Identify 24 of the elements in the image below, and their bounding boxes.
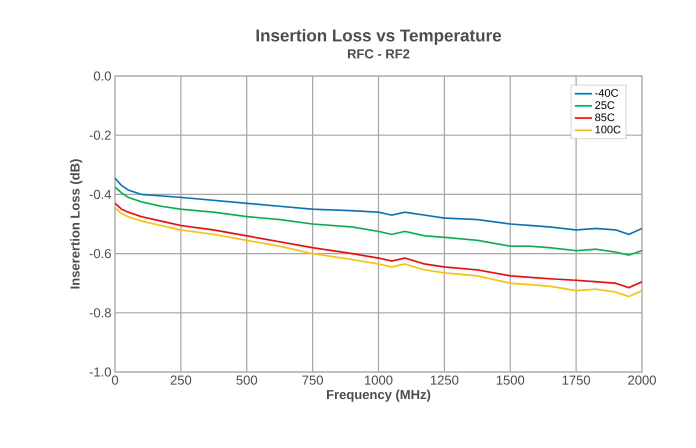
legend-label: -40C — [595, 89, 618, 97]
line-series — [115, 186, 642, 256]
y-tick-label: 0.0 — [94, 71, 111, 81]
x-tick-label: 2000 — [628, 376, 656, 385]
x-axis-title: Frequency (MHz) — [327, 390, 430, 402]
x-tick-label: 1250 — [430, 376, 458, 385]
x-tick-label: 1000 — [365, 376, 392, 385]
x-tick-label: 500 — [236, 376, 258, 385]
y-tick-label: -1.0 — [90, 367, 111, 377]
x-tick-label: 1750 — [562, 376, 590, 385]
x-tick-label: 250 — [170, 376, 192, 385]
y-tick-label: -0.4 — [90, 190, 112, 199]
x-tick-label: 750 — [302, 376, 323, 385]
x-tick-label: 1500 — [496, 376, 524, 385]
y-tick-label: -0.2 — [90, 130, 111, 140]
x-tick-label: 0 — [112, 376, 118, 385]
legend-label: 100C — [596, 126, 621, 134]
chart-title: Insertion Loss vs Temperature — [256, 29, 502, 45]
legend-label: 85C — [595, 113, 614, 122]
y-tick-label: -0.6 — [90, 248, 111, 258]
legend-label: 25C — [595, 101, 614, 110]
chart-subtitle: RFC - RF2 — [348, 49, 410, 58]
y-axis-title: Inserertion Loss (dB) — [70, 159, 82, 289]
y-tick-label: -0.8 — [90, 308, 111, 318]
